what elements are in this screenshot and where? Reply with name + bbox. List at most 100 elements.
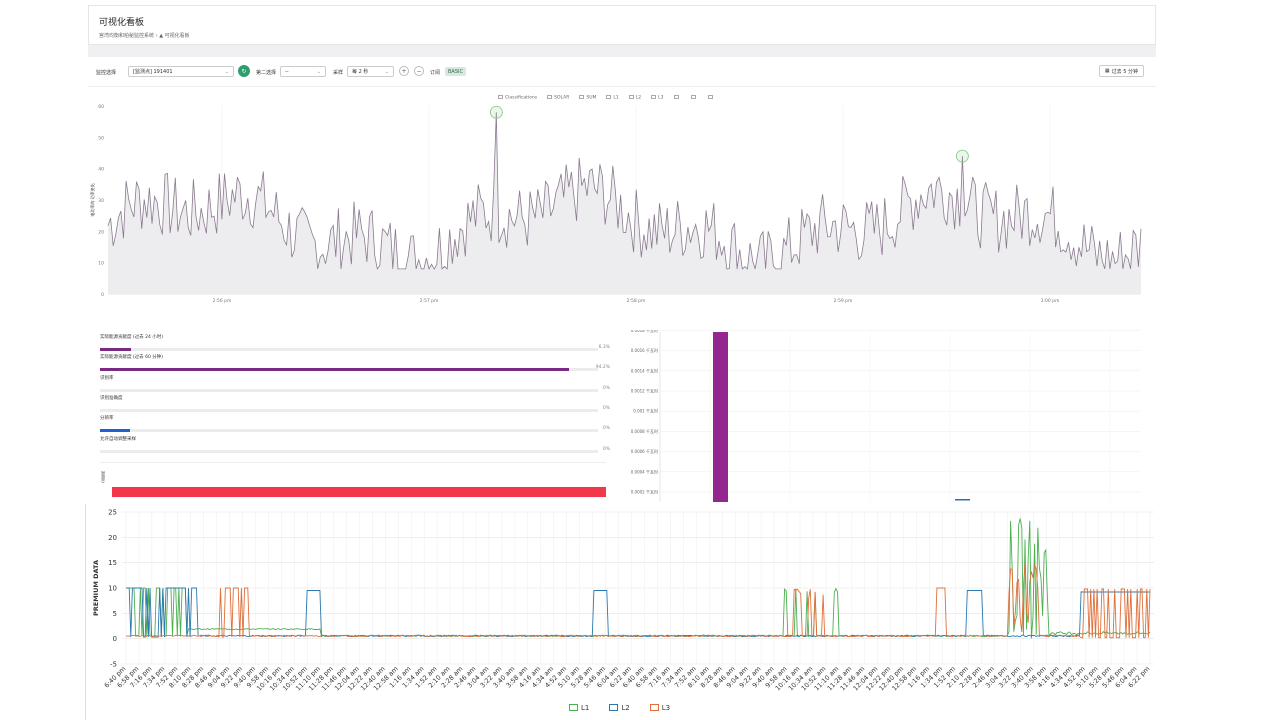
legend-item[interactable]: SOLAR xyxy=(547,95,569,101)
energy-kwh-svg[interactable]: 0.0002 千瓦时 0.0004 千瓦时 0.0006 千瓦时 0.0008 千瓦时… xyxy=(622,327,1144,502)
x-tick-label: 2:57 pm xyxy=(420,298,439,304)
energy-bar-chart: 总能耗 xyxy=(100,462,606,502)
chevron-down-icon: ⌄ xyxy=(224,68,229,75)
y-tick-label: 30 xyxy=(98,198,104,204)
device-select-label: 监控选择 xyxy=(96,69,117,76)
metric-percent: 0% xyxy=(602,447,610,452)
chevron-down-icon: ⌄ xyxy=(316,68,321,75)
interval-select[interactable]: 每 2 秒 ⌄ xyxy=(347,66,394,77)
y-tick-label: 0 xyxy=(101,292,104,298)
zoom-in-icon: + xyxy=(401,67,407,75)
metric-label: 识别率 xyxy=(100,376,114,381)
y-tick-label: 50 xyxy=(98,135,104,141)
energy-bar-ylabel: 总能耗 xyxy=(100,471,105,483)
y-tick-label: -5 xyxy=(110,661,117,669)
zoom-out-icon: − xyxy=(416,67,422,75)
energy-bar[interactable] xyxy=(112,487,606,497)
metric-percent: 94.2% xyxy=(595,365,610,370)
refresh-button[interactable]: ↻ xyxy=(238,65,250,77)
second-select-value: -- xyxy=(285,68,289,75)
legend-item-l2[interactable]: L2 xyxy=(609,704,630,712)
energy-bar-small xyxy=(955,499,970,501)
zoom-in-button[interactable]: + xyxy=(399,66,409,76)
legend-label: SUM xyxy=(586,95,597,101)
metric-percent: 6.3% xyxy=(598,345,610,350)
y-tick-label: 0.0016 千瓦时 xyxy=(631,347,658,353)
page-title: 可视化看板 xyxy=(99,18,145,28)
legend-swatch-icon xyxy=(651,95,657,99)
y-tick-label: 60 xyxy=(98,104,104,110)
legend-label: L1 xyxy=(581,704,590,712)
subscribe-label: 订阅 xyxy=(430,69,441,76)
legend-label: L2 xyxy=(635,95,642,101)
legend-swatch-icon xyxy=(579,95,585,99)
refresh-icon: ↻ xyxy=(241,67,247,75)
toolbar: 监控选择 [监测点] 191401 ⌄ ↻ 第二选择 -- ⌄ 采样 每 2 秒… xyxy=(88,57,1156,87)
legend-swatch-icon xyxy=(673,95,679,99)
legend-swatch-icon xyxy=(498,95,503,99)
y-tick-label: 20 xyxy=(108,534,117,542)
series-area xyxy=(108,112,1141,294)
legend-label: SOLAR xyxy=(554,95,570,101)
time-filter-label: 过去 5 分钟 xyxy=(1111,68,1138,75)
legend-swatch-icon xyxy=(569,704,578,711)
legend-swatch-icon xyxy=(609,704,619,711)
x-tick-label: 3:00 pm xyxy=(1041,298,1060,304)
y-tick-label: 10 xyxy=(98,261,104,267)
metric-percent: 0% xyxy=(602,406,610,411)
legend-item-l3[interactable]: L3 xyxy=(649,704,671,712)
y-axis-label: 电功率的 功率变化 xyxy=(89,183,95,216)
metric-row: 允许自动调整采样 0% xyxy=(100,436,610,453)
metric-label: 分辨率 xyxy=(100,416,114,421)
legend-item[interactable]: Classifications xyxy=(498,95,537,101)
device-select[interactable]: [监测点] 191401 ⌄ xyxy=(128,66,234,77)
legend-item[interactable] xyxy=(673,95,681,101)
legend-swatch-icon xyxy=(628,95,634,99)
metric-label: 实际能源贡献度 (过去 60 分钟) xyxy=(100,355,164,360)
section-divider xyxy=(88,45,1156,57)
metric-progress-fill xyxy=(100,429,130,432)
breadcrumb: 宫湾均衡和柏秘监控系统 › ▲ 可视化看板 xyxy=(99,32,190,39)
legend-item[interactable]: L2 xyxy=(628,95,642,101)
energy-kwh-chart: 0.0002 千瓦时 0.0004 千瓦时 0.0006 千瓦时 0.0008 千瓦时… xyxy=(622,327,1144,502)
time-filter-button[interactable]: ▦ 过去 5 分钟 xyxy=(1098,65,1144,77)
legend-item[interactable]: L3 xyxy=(651,95,664,101)
legend-item-l1[interactable]: L1 xyxy=(569,704,589,712)
y-tick-label: 15 xyxy=(108,559,117,567)
premium-data-chart: -5 0 5 10 15 20 25 PREMIUM DATA 6:40 pm 6:58 pm 7:… xyxy=(85,504,1160,720)
x-tick-label: 2:59 pm xyxy=(834,298,853,304)
breadcrumb-root[interactable]: 宫湾均衡和柏秘监控系统 xyxy=(99,33,155,39)
metric-row: 分辨率 0% xyxy=(100,415,610,432)
y-tick-label: 0 xyxy=(113,635,117,643)
legend-swatch-icon xyxy=(547,95,553,99)
legend-swatch-icon xyxy=(690,95,696,99)
main-chart-svg[interactable]: 0 10 20 30 40 50 60 2:56 pm 2:57 pm 2:58 pm 2:59 p… xyxy=(88,88,1156,306)
premium-data-legend: L1 L2 L3 xyxy=(569,704,670,712)
dashboard-icon: ▲ xyxy=(159,33,164,39)
x-tick-label: 2:58 pm xyxy=(627,298,646,304)
series-line-l3 xyxy=(125,563,1151,639)
breadcrumb-separator: › xyxy=(155,33,158,39)
legend-label: L3 xyxy=(661,704,671,712)
y-tick-label: 0.0006 千瓦时 xyxy=(631,448,658,454)
metric-progress-track xyxy=(100,348,598,351)
y-tick-label: 0.0008 千瓦时 xyxy=(631,428,658,434)
zoom-out-button[interactable]: − xyxy=(414,66,424,76)
breadcrumb-current: 可视化看板 xyxy=(164,33,190,39)
y-tick-label: 0.001 千瓦时 xyxy=(633,408,658,414)
legend-item[interactable] xyxy=(690,95,698,101)
metric-row: 实际能源贡献度 (过去 24 小时) 6.3% xyxy=(100,334,610,351)
legend-label: L2 xyxy=(621,704,630,712)
metric-progress-track xyxy=(100,450,598,453)
metric-label: 识别准确度 xyxy=(100,396,123,401)
legend-swatch-icon xyxy=(649,704,659,711)
metric-percent: 0% xyxy=(602,386,610,391)
second-select[interactable]: -- ⌄ xyxy=(280,66,326,77)
peak-marker xyxy=(489,105,503,119)
y-tick-label: 0.0004 千瓦时 xyxy=(631,468,658,474)
legend-item[interactable]: SUM xyxy=(579,95,596,101)
legend-item[interactable]: L1 xyxy=(606,95,619,101)
legend-item[interactable] xyxy=(707,95,715,101)
interval-select-value: 每 2 秒 xyxy=(352,69,369,75)
